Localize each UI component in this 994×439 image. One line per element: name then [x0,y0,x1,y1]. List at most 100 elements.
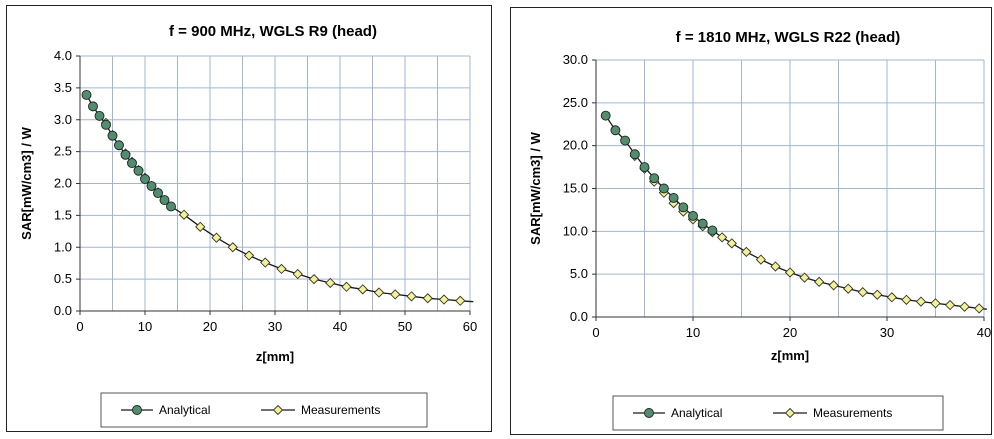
measurement-point [292,268,303,280]
grid [595,59,985,318]
y-tick-label: 2.0 [54,176,72,191]
analytical-point [668,192,679,203]
x-tick-label: 50 [398,319,412,334]
analytical-point [133,165,144,176]
series-analytical [81,89,176,212]
legend-label-analytical: Analytical [159,403,210,417]
measurement-point [211,232,222,243]
analytical-point [127,158,137,169]
measurement-point [915,296,927,307]
measurement-point [857,287,868,298]
chart-title: f = 900 MHz, WGLS R9 (head) [169,23,377,40]
measurement-point [406,291,417,302]
chart-panel-900mhz: f = 900 MHz, WGLS R9 (head) 0.0 0.5 1.0 1.5 2… [6,5,492,432]
analytical-point [107,130,118,141]
y-tick-label: 0.0 [54,303,72,318]
y-tick-label: 25.0 [563,95,588,110]
x-tick-label: 40 [977,325,991,340]
measurement-point [341,281,352,292]
measurement-point [227,242,238,253]
series-measurements [100,117,466,306]
x-tick-label: 10 [686,325,700,340]
legend: Analytical Measurements [100,392,428,428]
grid [79,55,471,312]
series-line-group [605,115,987,310]
analytical-point [146,181,157,192]
measurement-point [178,209,190,220]
analytical-point [120,149,131,160]
x-tick-label: 0 [76,319,83,334]
y-tick-label: 5.0 [570,266,588,281]
analytical-point [610,125,621,136]
x-tick-label: 20 [203,319,217,334]
measurement-point [373,287,385,298]
x-tick-label: 30 [268,319,282,334]
measurement-point [325,277,336,289]
y-tick-label: 20.0 [563,138,588,153]
measurement-point [944,299,956,311]
measurement-point [959,301,970,312]
series-measurements [629,150,985,314]
legend: Analytical Measurements [612,395,944,431]
measurement-point [357,284,368,295]
measurement-point [799,272,810,283]
y-tick-label: 1.5 [54,207,72,222]
series-line [605,115,987,310]
measurement-point [886,292,897,303]
analytical-point [629,149,640,160]
measurement-point [755,254,767,265]
measurement-point [422,293,433,304]
measurement-point [438,294,450,305]
legend-marker-analytical [132,405,142,415]
y-axis-label: SAR[mW/cm3] / W [19,126,34,239]
measurement-point [784,267,796,278]
measurement-point [455,295,466,306]
measurement-point [901,294,912,306]
series-analytical [600,110,718,236]
measurement-point [813,276,825,288]
analytical-point [620,135,631,146]
y-tick-label: 1.0 [54,239,72,254]
x-tick-label: 60 [463,319,477,334]
legend-label-analytical: Analytical [671,406,722,420]
measurement-point [195,221,206,232]
y-tick-label: 30.0 [563,52,588,67]
measurement-point [930,298,941,309]
y-tick-label: 10.0 [563,223,588,238]
legend-marker-measurements [784,407,796,419]
measurement-point [308,273,320,285]
analytical-point [678,202,689,213]
analytical-point [639,162,650,173]
measurement-point [770,261,781,272]
analytical-point [153,188,163,199]
measurement-point [243,250,255,261]
chart-900mhz: f = 900 MHz, WGLS R9 (head) 0.0 0.5 1.0 1.5 2… [19,23,477,428]
chart-panel-1810mhz: f = 1810 MHz, WGLS R22 (head) 0.0 5.0 10.0 1… [510,7,992,435]
measurement-point [260,257,271,268]
x-axis-label: z[mm] [256,349,294,364]
measurement-point [828,280,839,291]
y-tick-label: 3.0 [54,112,72,127]
x-tick-label: 10 [138,319,152,334]
legend-marker-analytical [644,408,654,418]
y-tick-label: 2.5 [54,144,72,159]
measurement-point [276,263,287,275]
chart-1810mhz: f = 1810 MHz, WGLS R22 (head) 0.0 5.0 10.0 1… [528,29,991,431]
legend-label-measurements: Measurements [301,403,380,417]
measurement-point [872,289,883,300]
legend-marker-measurements [272,404,284,416]
y-tick-label: 15.0 [563,181,588,196]
analytical-point [94,110,105,121]
measurement-point [741,246,752,258]
x-tick-label: 20 [783,325,797,340]
measurement-point [390,289,401,300]
analytical-point [658,183,669,194]
analytical-point [81,89,92,100]
analytical-point [166,201,176,212]
y-tick-label: 3.5 [54,80,72,95]
measurement-point [974,303,985,314]
y-tick-label: 0.0 [570,309,588,324]
analytical-point [140,174,150,184]
analytical-point [159,195,170,206]
analytical-point [114,140,124,151]
